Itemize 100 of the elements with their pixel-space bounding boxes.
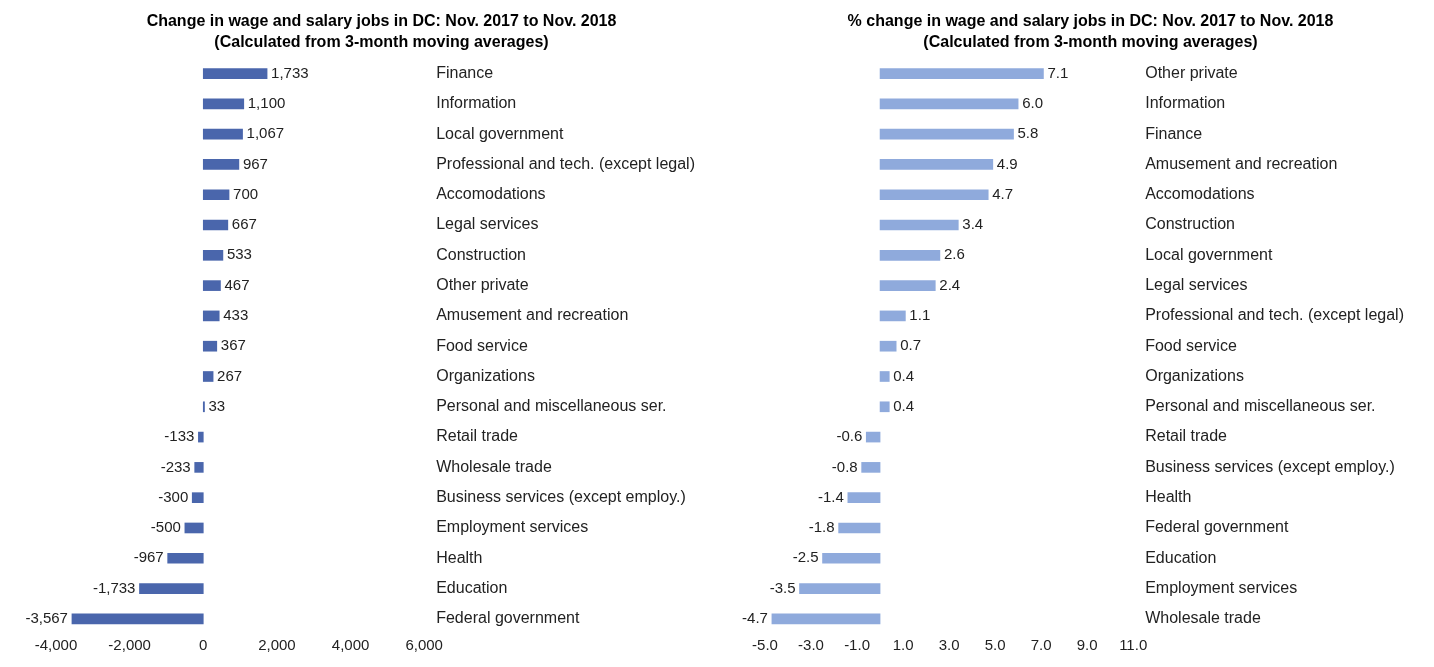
bar (194, 462, 204, 473)
data-label: 433 (223, 306, 249, 324)
bar (202, 128, 243, 140)
data-label: 4.7 (992, 184, 1014, 202)
data-label: 700 (233, 184, 259, 202)
x-tick-label: 1.0 (892, 636, 914, 654)
x-tick-label: 11.0 (1119, 636, 1148, 654)
bar (202, 189, 230, 201)
y-tick-label: Employment services (1145, 578, 1298, 596)
y-tick-label: Accomodations (436, 185, 546, 203)
y-tick-label: Retail trade (1145, 427, 1228, 445)
bar (202, 371, 214, 382)
chart-subtitle: (Calculated from 3-month moving averages) (923, 33, 1258, 51)
x-tick-label: 9.0 (1076, 636, 1098, 654)
x-tick-label: 6,000 (405, 636, 443, 654)
data-label: 0.4 (893, 366, 915, 384)
data-label: -1.8 (808, 518, 835, 536)
y-tick-label: Professional and tech. (except legal) (436, 154, 695, 172)
y-tick-label: Education (1145, 548, 1217, 566)
data-label: 1,100 (247, 93, 286, 111)
y-tick-label: Federal government (436, 609, 580, 627)
data-label: -2.5 (792, 548, 819, 566)
chart-title: % change in wage and salary jobs in DC: Nov. 2017 to Nov. 2018 (847, 12, 1334, 30)
x-tick-label: -2,000 (108, 636, 151, 654)
bar (202, 280, 221, 291)
data-label: 467 (224, 275, 250, 293)
bar (879, 249, 941, 261)
bar (167, 552, 204, 564)
y-tick-label: Education (436, 578, 508, 596)
x-tick-label: 7.0 (1030, 636, 1052, 654)
data-label: -0.8 (831, 457, 858, 475)
data-label: 667 (231, 215, 257, 233)
data-label: 2.6 (943, 245, 965, 263)
bar (202, 310, 220, 322)
data-label: 5.8 (1017, 124, 1039, 142)
data-label: 267 (217, 366, 243, 384)
chart-subtitle: (Calculated from 3-month moving averages) (214, 33, 549, 51)
bar (202, 249, 224, 261)
bar (879, 371, 890, 382)
data-label: -300 (158, 487, 189, 505)
data-label: 1,733 (271, 63, 309, 81)
bar (879, 219, 959, 231)
data-label: 967 (242, 154, 268, 172)
bar (879, 310, 906, 322)
x-tick-label: 2,000 (258, 636, 296, 654)
bar (847, 492, 881, 503)
y-tick-label: Legal services (436, 215, 539, 233)
y-tick-label: Business services (except employ.) (436, 488, 686, 506)
x-tick-label: 4,000 (331, 636, 370, 654)
y-tick-label: Other private (436, 276, 529, 294)
bar (184, 522, 204, 534)
bar (865, 431, 881, 443)
y-tick-label: Employment services (436, 518, 589, 536)
data-label: -133 (164, 427, 195, 445)
y-tick-label: Food service (1145, 336, 1237, 354)
bar (202, 98, 245, 110)
data-label: 1,067 (246, 124, 285, 142)
data-label: -1.4 (817, 487, 844, 505)
y-tick-label: Construction (1145, 215, 1236, 233)
bar (861, 462, 881, 473)
x-tick-label: -4,000 (34, 636, 78, 654)
x-tick-label: -1.0 (844, 636, 870, 654)
data-label: -233 (160, 457, 191, 475)
bar (879, 280, 936, 291)
bar (202, 340, 218, 352)
data-label: -4.7 (742, 608, 768, 626)
data-label: 0.7 (900, 336, 922, 354)
x-tick-label: -3.0 (798, 636, 824, 654)
data-label: 4.9 (996, 154, 1018, 172)
y-tick-label: Federal government (1145, 518, 1289, 536)
bar (202, 68, 268, 79)
y-tick-label: Personal and miscellaneous ser. (436, 397, 667, 415)
bar (822, 552, 881, 564)
bar (879, 98, 1019, 110)
bar (879, 68, 1044, 79)
y-tick-label: Construction (436, 245, 527, 263)
bar (879, 401, 890, 413)
data-label: -3,567 (25, 608, 68, 626)
y-tick-label: Accomodations (1145, 185, 1255, 203)
y-tick-label: Legal services (1145, 276, 1248, 294)
x-tick-label: -5.0 (752, 636, 778, 654)
x-tick-label: 3.0 (938, 636, 960, 654)
bar (879, 128, 1014, 140)
y-tick-label: Finance (436, 63, 494, 81)
bar (202, 219, 229, 231)
y-tick-label: Health (1145, 488, 1192, 506)
data-label: -1,733 (92, 578, 136, 596)
y-tick-label: Local government (1145, 245, 1273, 263)
data-label: -500 (150, 518, 181, 536)
y-tick-label: Information (1145, 94, 1226, 112)
data-label: 33 (208, 396, 226, 414)
bar (838, 522, 881, 534)
y-tick-label: Wholesale trade (1145, 609, 1261, 627)
bar (879, 340, 897, 352)
y-tick-label: Organizations (436, 366, 535, 384)
y-tick-label: Information (436, 94, 517, 112)
data-label: 7.1 (1047, 63, 1069, 81)
data-label: 2.4 (939, 275, 961, 293)
data-label: 6.0 (1022, 93, 1043, 111)
y-tick-label: Retail trade (436, 427, 519, 445)
